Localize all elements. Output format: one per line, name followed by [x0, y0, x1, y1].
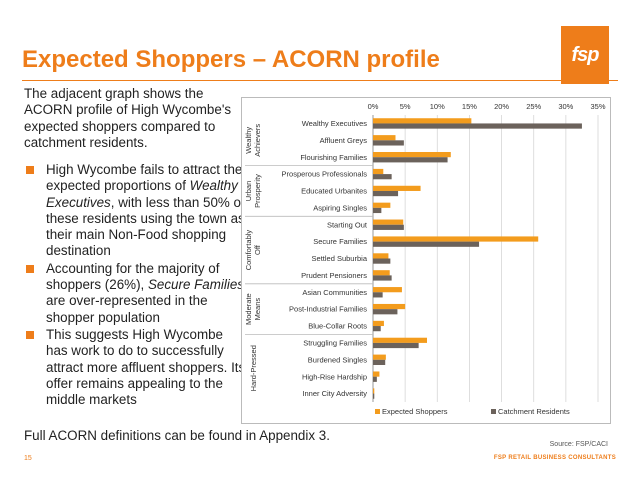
- category-label: Asian Communities: [302, 288, 367, 297]
- group-label: Prosperity: [253, 174, 262, 208]
- bar-expected-shoppers: [373, 236, 539, 242]
- category-label: Aspiring Singles: [313, 203, 367, 212]
- bullet-text: High Wycombe fails to attract the expect…: [46, 162, 243, 194]
- bullet-square-icon: [26, 330, 34, 339]
- fsp-logo: fsp: [561, 26, 609, 84]
- bullet-emphasis: Wealthy Executives: [46, 178, 238, 210]
- category-label: Affluent Greys: [320, 136, 368, 145]
- bar-expected-shoppers: [373, 219, 404, 225]
- bar-expected-shoppers: [373, 287, 402, 293]
- legend-swatch-catchment: [491, 409, 496, 414]
- x-tick-label: 30%: [558, 102, 573, 111]
- bullet-square-icon: [26, 264, 34, 273]
- bar-expected-shoppers: [373, 253, 389, 259]
- category-label: Prosperous Professionals: [282, 170, 368, 179]
- group-label: Achievers: [253, 124, 262, 157]
- bar-catchment-residents: [373, 275, 392, 281]
- group-label: Wealthy: [244, 127, 253, 154]
- bar-catchment-residents: [373, 292, 383, 298]
- bullet-text: Accounting for the majority of shoppers …: [46, 260, 220, 293]
- bullet-square-icon: [26, 166, 34, 174]
- bar-catchment-residents: [373, 258, 391, 264]
- category-label: Wealthy Executives: [302, 119, 368, 128]
- bar-expected-shoppers: [373, 135, 396, 141]
- source-note: Source: FSP/CACI: [549, 441, 608, 448]
- bar-expected-shoppers: [373, 168, 384, 175]
- logo-text: fsp: [571, 43, 600, 66]
- category-label: Blue-Collar Roots: [308, 322, 367, 331]
- bullet-list: High Wycombe fails to attract the expect…: [24, 162, 246, 409]
- bar-catchment-residents: [373, 326, 381, 332]
- category-label: Post-Industrial Families: [289, 305, 367, 314]
- bullet-text: , with less than 50% of these residents …: [46, 194, 245, 259]
- bullet-text: This suggests High Wycombe has work to d…: [46, 326, 246, 408]
- group-label: Urban: [244, 181, 253, 201]
- category-label: Burdened Singles: [308, 355, 367, 364]
- bar-catchment-residents: [373, 190, 399, 197]
- x-tick-label: 5%: [400, 102, 411, 111]
- bar-catchment-residents: [373, 241, 480, 247]
- bar-catchment-residents: [373, 393, 375, 399]
- title-divider: [22, 80, 618, 81]
- bar-expected-shoppers: [373, 320, 384, 327]
- category-label: Settled Suburbia: [312, 254, 368, 263]
- bar-expected-shoppers: [373, 354, 386, 360]
- bar-catchment-residents: [373, 174, 392, 180]
- category-label: Inner City Adversity: [302, 389, 367, 398]
- chart-frame: [241, 97, 611, 424]
- bar-catchment-residents: [373, 359, 386, 365]
- bar-expected-shoppers: [373, 270, 390, 276]
- bullet-item: High Wycombe fails to attract the expect…: [24, 162, 246, 260]
- x-tick-label: 0%: [368, 102, 379, 111]
- bar-expected-shoppers: [373, 388, 375, 394]
- category-label: Secure Families: [313, 237, 367, 246]
- x-tick-label: 10%: [430, 102, 445, 111]
- group-label: Hard-Pressed: [249, 345, 258, 391]
- bar-catchment-residents: [373, 376, 377, 382]
- bar-catchment-residents: [373, 140, 404, 146]
- bar-catchment-residents: [373, 123, 582, 129]
- bar-expected-shoppers: [373, 337, 427, 343]
- category-label: Prudent Pensioners: [301, 271, 367, 280]
- legend-label-expected: Expected Shoppers: [382, 407, 448, 416]
- group-label: Means: [253, 298, 262, 321]
- x-tick-label: 35%: [590, 102, 605, 111]
- bar-expected-shoppers: [373, 118, 472, 124]
- category-label: Educated Urbanites: [301, 187, 367, 196]
- brand-footer: FSP RETAIL BUSINESS CONSULTANTS: [493, 455, 616, 461]
- bullet-text: are over-represented in the shopper popu…: [46, 293, 208, 325]
- bar-expected-shoppers: [373, 371, 380, 377]
- x-tick-label: 25%: [526, 102, 541, 111]
- legend-swatch-expected: [375, 409, 380, 414]
- group-label: Off: [253, 244, 262, 255]
- x-tick-label: 20%: [494, 102, 509, 111]
- group-label: Moderate: [244, 293, 253, 325]
- legend-label-catchment: Catchment Residents: [498, 407, 570, 416]
- x-tick-label: 15%: [462, 102, 477, 111]
- bar-catchment-residents: [373, 207, 382, 214]
- bar-catchment-residents: [373, 224, 404, 230]
- bar-expected-shoppers: [373, 303, 406, 310]
- intro-text: The adjacent graph shows the ACORN profi…: [24, 86, 232, 150]
- page-title: Expected Shoppers – ACORN profile: [22, 46, 440, 73]
- category-label: Struggling Families: [303, 339, 367, 348]
- bar-catchment-residents: [373, 157, 448, 163]
- bar-expected-shoppers: [373, 202, 391, 208]
- category-label: Starting Out: [327, 220, 368, 229]
- bar-catchment-residents: [373, 342, 419, 349]
- page-number: 15: [24, 455, 32, 462]
- bar-catchment-residents: [373, 309, 398, 315]
- category-label: Flourishing Families: [300, 153, 367, 162]
- acorn-profile-chart: 0% 5% 10% 15% 20% 25% 30% 35% Wealthy Executives…: [241, 97, 611, 424]
- category-label: High-Rise Hardship: [302, 372, 367, 381]
- bar-expected-shoppers: [373, 152, 451, 158]
- bullet-emphasis: Secure Families: [147, 277, 244, 293]
- bullet-item: Accounting for the majority of shoppers …: [24, 261, 246, 326]
- bullet-item: This suggests High Wycombe has work to d…: [24, 327, 246, 408]
- appendix-note: Full ACORN definitions can be found in A…: [24, 428, 330, 443]
- bar-expected-shoppers: [373, 185, 421, 191]
- group-label: Comfortably: [244, 230, 253, 271]
